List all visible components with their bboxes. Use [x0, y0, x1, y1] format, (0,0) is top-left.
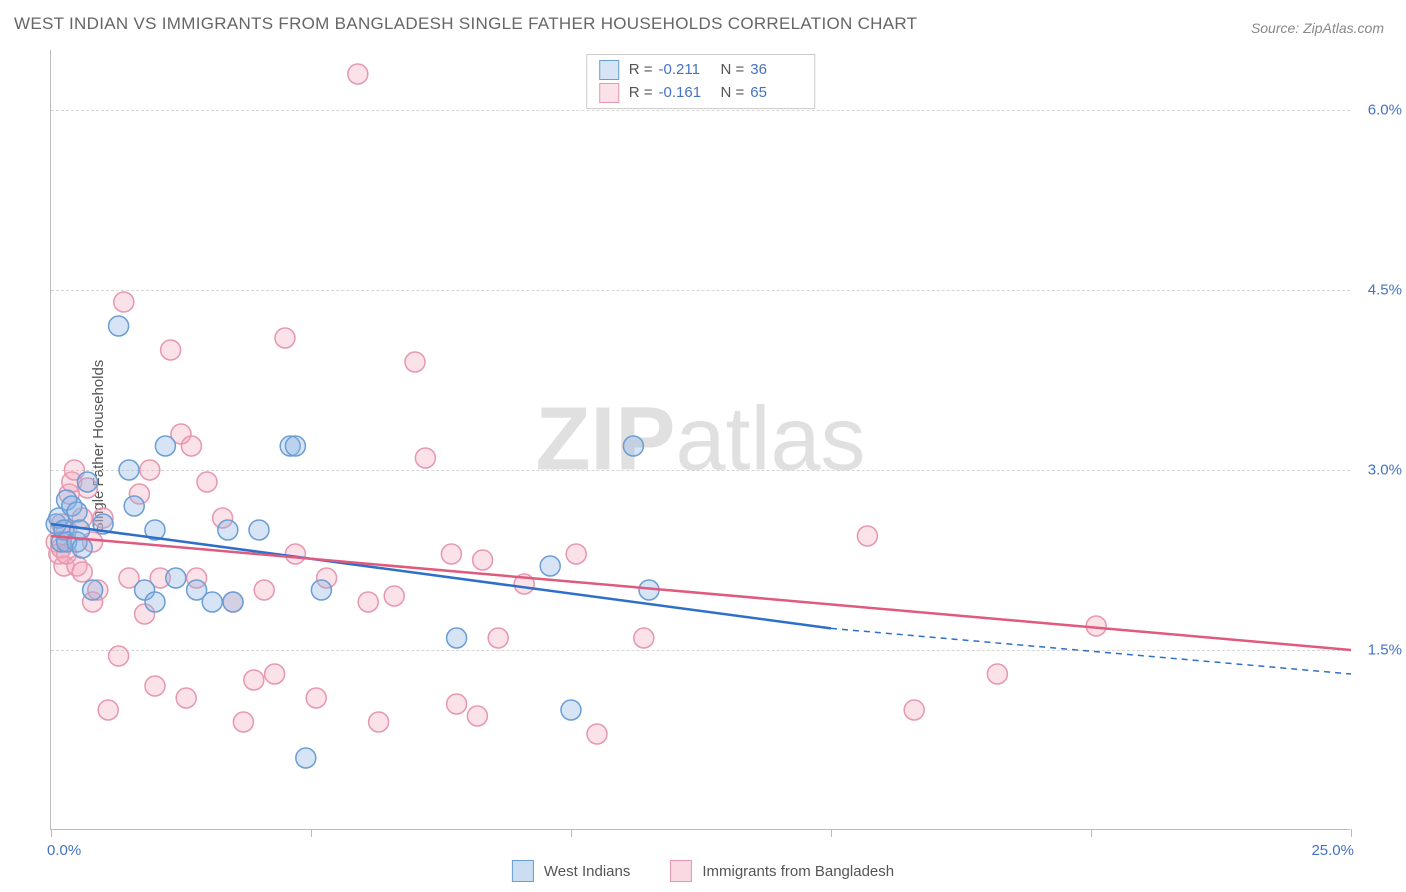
scatter-point [155, 436, 175, 456]
scatter-point [233, 712, 253, 732]
x-tick [831, 829, 832, 837]
scatter-point [161, 340, 181, 360]
scatter-point [441, 544, 461, 564]
scatter-point [77, 472, 97, 492]
r-label-0: R = [629, 59, 653, 82]
scatter-point [109, 316, 129, 336]
x-tick [571, 829, 572, 837]
swatch-series-1 [599, 83, 619, 103]
y-tick-label: 1.5% [1368, 642, 1402, 659]
scatter-point [467, 706, 487, 726]
scatter-point [447, 694, 467, 714]
scatter-point [176, 688, 196, 708]
scatter-point [72, 538, 92, 558]
scatter-point [488, 628, 508, 648]
scatter-point [561, 700, 581, 720]
x-tick [1091, 829, 1092, 837]
scatter-point [181, 436, 201, 456]
scatter-point [166, 568, 186, 588]
scatter-point [223, 592, 243, 612]
x-tick [51, 829, 52, 837]
x-axis-min-label: 0.0% [47, 842, 81, 859]
scatter-point [145, 676, 165, 696]
scatter-point [473, 550, 493, 570]
scatter-point [904, 700, 924, 720]
scatter-point [197, 472, 217, 492]
scatter-point [218, 520, 238, 540]
scatter-point [67, 502, 87, 522]
scatter-point [415, 448, 435, 468]
legend-label-1: Immigrants from Bangladesh [702, 863, 894, 880]
legend-swatch-1 [670, 860, 692, 882]
stats-row-series-1: R = -0.161 N = 65 [599, 82, 803, 105]
chart-title: WEST INDIAN VS IMMIGRANTS FROM BANGLADES… [14, 14, 917, 34]
scatter-point [384, 586, 404, 606]
scatter-point [348, 64, 368, 84]
scatter-point [124, 496, 144, 516]
scatter-point [83, 580, 103, 600]
scatter-point [634, 628, 654, 648]
plot-area: ZIPatlas 1.5%3.0%4.5%6.0% R = -0.211 N =… [50, 50, 1350, 830]
n-value-1: 65 [750, 82, 802, 105]
scatter-point [119, 460, 139, 480]
y-tick-label: 4.5% [1368, 282, 1402, 299]
bottom-legend: West Indians Immigrants from Bangladesh [512, 860, 894, 882]
legend-swatch-0 [512, 860, 534, 882]
swatch-series-0 [599, 60, 619, 80]
scatter-point [623, 436, 643, 456]
scatter-point [145, 592, 165, 612]
scatter-point [275, 328, 295, 348]
scatter-point [285, 436, 305, 456]
scatter-point [244, 670, 264, 690]
scatter-point [540, 556, 560, 576]
r-value-1: -0.161 [659, 82, 711, 105]
scatter-point [311, 580, 331, 600]
x-axis-max-label: 25.0% [1311, 842, 1354, 859]
scatter-point [202, 592, 222, 612]
r-value-0: -0.211 [659, 59, 711, 82]
scatter-point [114, 292, 134, 312]
scatter-plot-svg [51, 50, 1350, 829]
scatter-point [265, 664, 285, 684]
scatter-point [987, 664, 1007, 684]
scatter-point [306, 688, 326, 708]
scatter-point [566, 544, 586, 564]
scatter-point [857, 526, 877, 546]
scatter-point [405, 352, 425, 372]
scatter-point [140, 460, 160, 480]
scatter-point [98, 700, 118, 720]
source-label: Source: ZipAtlas.com [1251, 20, 1384, 36]
scatter-point [587, 724, 607, 744]
x-tick [1351, 829, 1352, 837]
scatter-point [369, 712, 389, 732]
legend-label-0: West Indians [544, 863, 630, 880]
r-label-1: R = [629, 82, 653, 105]
stats-legend: R = -0.211 N = 36 R = -0.161 N = 65 [586, 54, 816, 109]
scatter-point [254, 580, 274, 600]
y-tick-label: 6.0% [1368, 102, 1402, 119]
n-label-1: N = [721, 82, 745, 105]
scatter-point [72, 562, 92, 582]
scatter-point [285, 544, 305, 564]
scatter-point [109, 646, 129, 666]
scatter-point [358, 592, 378, 612]
y-tick-label: 3.0% [1368, 462, 1402, 479]
x-tick [311, 829, 312, 837]
scatter-point [447, 628, 467, 648]
n-label-0: N = [721, 59, 745, 82]
scatter-point [249, 520, 269, 540]
n-value-0: 36 [750, 59, 802, 82]
stats-row-series-0: R = -0.211 N = 36 [599, 59, 803, 82]
scatter-point [296, 748, 316, 768]
chart-container: WEST INDIAN VS IMMIGRANTS FROM BANGLADES… [0, 0, 1406, 892]
trend-line [51, 536, 1351, 650]
